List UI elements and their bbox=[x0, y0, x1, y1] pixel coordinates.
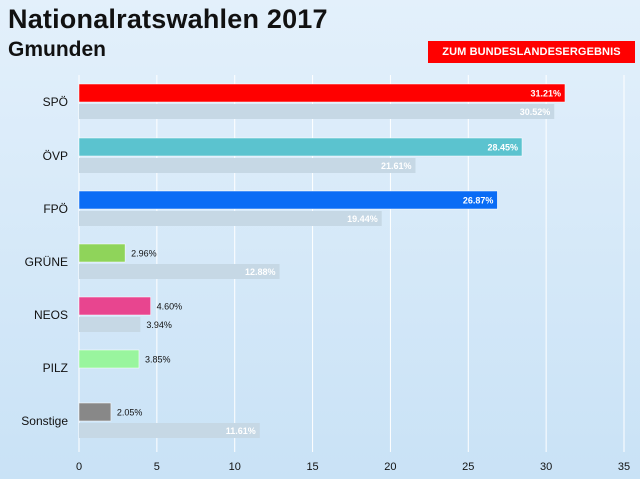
previous-bar bbox=[79, 211, 382, 226]
result-bar bbox=[78, 137, 523, 157]
previous-bar-label: 12.88% bbox=[245, 267, 276, 277]
previous-bar bbox=[79, 423, 260, 438]
result-bar bbox=[78, 243, 126, 263]
x-tick-label: 25 bbox=[462, 461, 474, 473]
category-label: ÖVP bbox=[43, 149, 68, 163]
category-label: GRÜNE bbox=[25, 255, 68, 269]
result-bar-label: 4.60% bbox=[157, 302, 183, 312]
category-label: NEOS bbox=[34, 308, 68, 322]
x-tick-label: 10 bbox=[229, 461, 241, 473]
x-tick-label: 15 bbox=[306, 461, 318, 473]
x-tick-label: 0 bbox=[76, 461, 82, 473]
category-label: FPÖ bbox=[43, 202, 68, 216]
page-title: Nationalratswahlen 2017 bbox=[8, 4, 328, 34]
result-bar bbox=[78, 349, 140, 369]
x-tick-label: 30 bbox=[540, 461, 552, 473]
previous-bar-label: 21.61% bbox=[381, 161, 412, 171]
result-bar-label: 3.85% bbox=[145, 355, 171, 365]
result-bar bbox=[78, 296, 151, 316]
result-bar bbox=[78, 190, 498, 210]
page-subtitle: Gmunden bbox=[8, 38, 106, 61]
x-tick-label: 5 bbox=[154, 461, 160, 473]
previous-bar-label: 30.52% bbox=[520, 107, 551, 117]
result-bar-label: 28.45% bbox=[487, 143, 518, 153]
previous-bar bbox=[79, 264, 280, 279]
result-bar-label: 26.87% bbox=[463, 196, 494, 206]
previous-bar bbox=[79, 158, 416, 173]
previous-bar-label: 19.44% bbox=[347, 214, 378, 224]
category-label: PILZ bbox=[43, 361, 68, 375]
previous-bar bbox=[79, 317, 141, 332]
x-tick-label: 35 bbox=[618, 461, 630, 473]
category-label: Sonstige bbox=[21, 414, 68, 428]
previous-bar-label: 3.94% bbox=[146, 320, 172, 330]
previous-bar-label: 11.61% bbox=[226, 426, 256, 436]
result-bar-label: 2.96% bbox=[131, 249, 157, 259]
previous-bar bbox=[79, 104, 555, 119]
x-tick-label: 20 bbox=[384, 461, 396, 473]
result-bar-label: 2.05% bbox=[117, 408, 143, 418]
result-bar-label: 31.21% bbox=[530, 89, 561, 99]
category-label: SPÖ bbox=[43, 95, 68, 109]
result-bar bbox=[78, 83, 566, 103]
state-result-link-button[interactable]: ZUM BUNDESLANDESERGEBNIS bbox=[428, 41, 635, 63]
result-bar bbox=[78, 402, 112, 422]
